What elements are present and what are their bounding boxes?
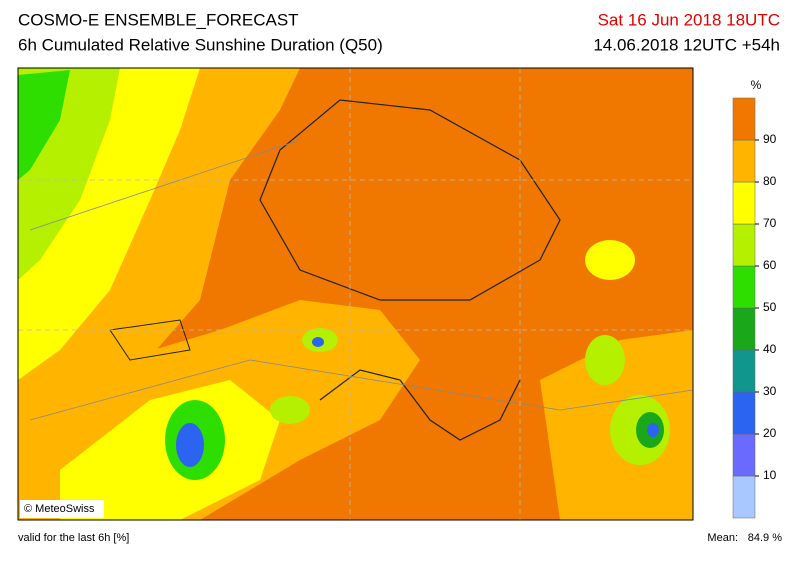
colorbar-tick-label: 70 <box>763 216 777 230</box>
run-time: 14.06.2018 12UTC +54h <box>593 35 780 54</box>
colorbar-swatch <box>732 307 756 351</box>
mean-value: 84.9 % <box>748 532 782 544</box>
colorbar-swatch <box>732 391 756 435</box>
copyright: © MeteoSwiss <box>24 503 95 515</box>
footer-note: valid for the last 6h [%] <box>18 532 129 544</box>
colorbar-swatch <box>732 475 756 519</box>
colorbar-tick-label: 80 <box>763 174 777 188</box>
valid-time: Sat 16 Jun 2018 18UTC <box>598 10 780 29</box>
colorbar-swatch <box>732 139 756 183</box>
colorbar-tick-label: 30 <box>763 384 777 398</box>
colorbar-swatch <box>732 265 756 309</box>
colorbar-tick-label: 90 <box>763 132 777 146</box>
colorbar-swatch <box>732 349 756 393</box>
mean-label: Mean: <box>707 532 738 544</box>
colorbar-swatch <box>732 223 756 267</box>
colorbar-swatch <box>732 181 756 225</box>
colorbar-swatch <box>732 97 756 141</box>
colorbar: % 10 20 30 40 50 60 70 80 90 <box>732 78 777 519</box>
colorbar-tick-label: 10 <box>763 468 777 482</box>
colorbar-unit: % <box>751 78 762 92</box>
colorbar-tick-label: 50 <box>763 300 777 314</box>
colorbar-tick-label: 20 <box>763 426 777 440</box>
colorbar-swatch <box>732 433 756 477</box>
colorbar-tick-label: 60 <box>763 258 777 272</box>
subtitle: 6h Cumulated Relative Sunshine Duration … <box>18 35 383 54</box>
title: COSMO-E ENSEMBLE_FORECAST <box>18 10 299 29</box>
map: © MeteoSwiss <box>17 67 694 521</box>
colorbar-tick-label: 40 <box>763 342 777 356</box>
